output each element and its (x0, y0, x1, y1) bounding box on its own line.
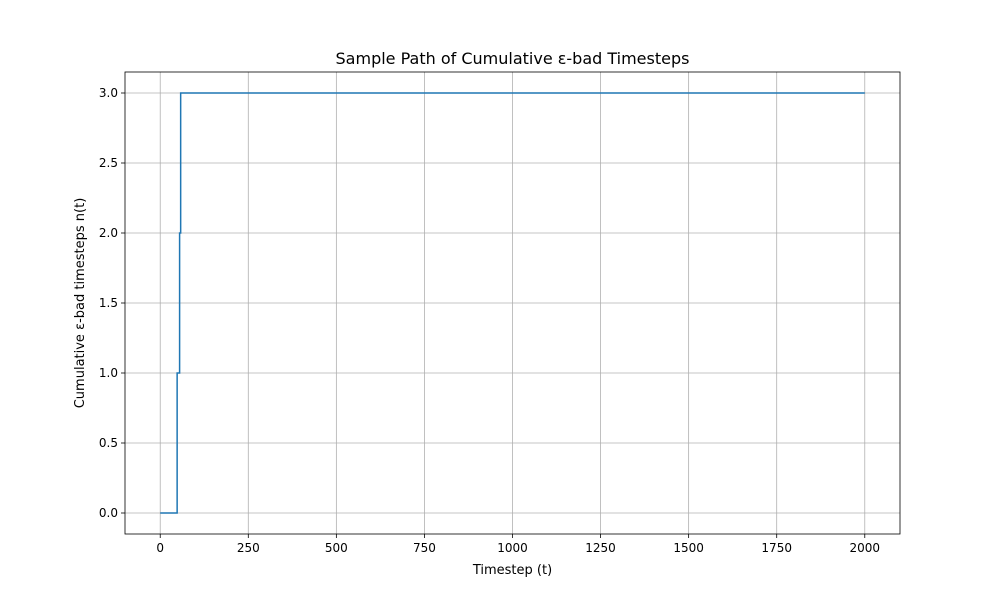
y-tick-label: 0.0 (99, 506, 118, 520)
x-tick-label: 500 (325, 541, 348, 555)
x-tick-label: 750 (413, 541, 436, 555)
grid-layer (125, 72, 900, 534)
x-tick-label: 250 (237, 541, 260, 555)
y-tick-label: 1.5 (99, 296, 118, 310)
x-tick-label: 1000 (497, 541, 528, 555)
y-tick-label: 3.0 (99, 86, 118, 100)
x-axis-label: Timestep (t) (472, 563, 552, 578)
y-tick-label: 1.0 (99, 366, 118, 380)
x-tick-label: 1500 (673, 541, 704, 555)
chart-title: Sample Path of Cumulative ε-bad Timestep… (336, 49, 690, 68)
x-tick-label: 2000 (849, 541, 880, 555)
series-line (160, 92, 865, 514)
series-layer (160, 92, 865, 514)
y-axis-label: Cumulative ε-bad timesteps n(t) (73, 198, 88, 409)
y-tick-label: 2.5 (99, 156, 118, 170)
x-tick-label: 1250 (585, 541, 616, 555)
x-tick-label: 0 (156, 541, 164, 555)
x-tick-label: 1750 (761, 541, 792, 555)
y-tick-label: 2.0 (99, 226, 118, 240)
y-tick-label: 0.5 (99, 436, 118, 450)
tick-layer: 0 250 500 750 1000 1250 1500 1750 2000 0.0 0.5 1.0 1… (99, 86, 880, 555)
